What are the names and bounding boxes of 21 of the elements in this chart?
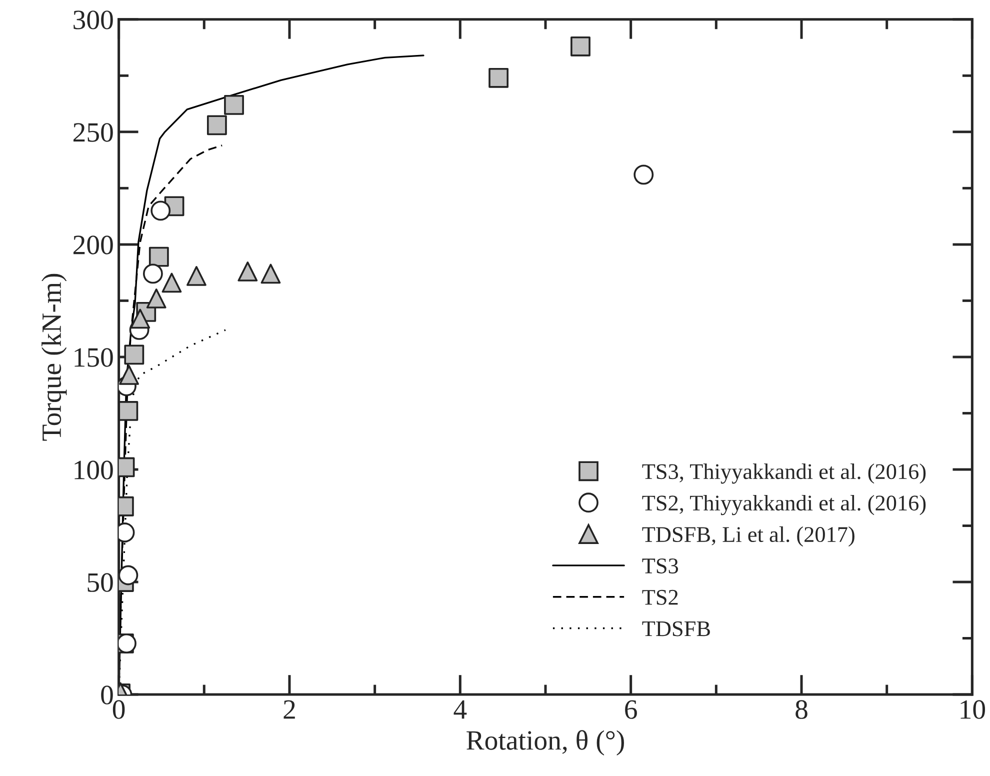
legend-label: TS3, Thiyyakkandi et al. (2016) bbox=[642, 463, 926, 484]
y-axis-title: Torque (kN-m) bbox=[42, 274, 67, 441]
y-tick-label: 50 bbox=[88, 573, 113, 592]
x-tick-label: 4 bbox=[454, 700, 467, 719]
y-tick-label: 250 bbox=[73, 123, 113, 142]
legend-label: TS3 bbox=[642, 558, 678, 574]
legend-label: TS2, Thiyyakkandi et al. (2016) bbox=[642, 494, 926, 516]
legend-label: TDSFB bbox=[642, 621, 710, 636]
x-tick-label: 2 bbox=[284, 700, 295, 719]
y-tick-label: 300 bbox=[74, 10, 113, 30]
x-axis-title: Rotation, θ (°) bbox=[466, 730, 624, 756]
x-tick-label: 0 bbox=[112, 700, 125, 719]
y-tick-label: 100 bbox=[74, 460, 113, 480]
y-tick-label: 150 bbox=[74, 348, 113, 367]
x-tick-label: 10 bbox=[960, 700, 986, 719]
x-tick-label: 6 bbox=[625, 700, 637, 719]
legend-label: TS2 bbox=[642, 590, 678, 605]
y-tick-label: 200 bbox=[73, 236, 113, 254]
y-tick-label: 0 bbox=[101, 686, 113, 704]
x-tick-label: 8 bbox=[796, 700, 808, 719]
legend-label: TDSFB, Li et al. (2017) bbox=[642, 526, 854, 547]
